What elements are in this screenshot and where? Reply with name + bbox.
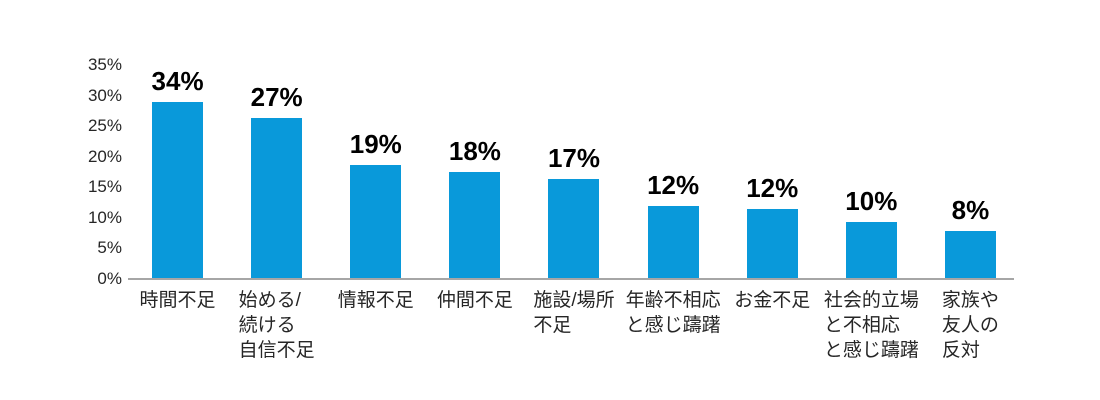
x-axis-category-label: 家族や 友人の 反対 [941, 290, 999, 361]
bar-slot: 8% [921, 65, 1020, 279]
x-axis-category: 社会的立場 と不相応 と感じ躊躇 [822, 288, 921, 363]
x-axis-category-label: 年齢不相応 と感じ躊躇 [625, 290, 721, 336]
bar-value-label: 19% [349, 129, 402, 159]
bar-value-label: 18% [448, 136, 501, 166]
x-axis-labels: 時間不足 始める/続ける 自信不足 情報不足 仲間不足 施設/場所 不足 年齢不相応 と感じ躊躇… [128, 288, 1020, 363]
x-axis-category: 仲間不足 [425, 288, 524, 363]
bar-slot: 12% [723, 65, 822, 279]
x-axis-category: 家族や 友人の 反対 [921, 288, 1020, 363]
y-axis-tick-label: 10% [87, 207, 122, 227]
bar [548, 179, 600, 279]
bar-value-label: 12% [746, 173, 799, 203]
y-axis-tick-label: 5% [97, 238, 122, 258]
x-axis-category-label: お金不足 [734, 290, 811, 311]
bar-value-label: 8% [951, 195, 990, 225]
x-axis-category: 始める/続ける 自信不足 [227, 288, 326, 363]
x-axis-category-label: 始める/続ける 自信不足 [238, 290, 315, 361]
bar [152, 102, 204, 279]
bars-row: 34% 27% 19% 18% 17% 12% 12% 10% 8% [128, 65, 1020, 279]
x-axis-category-label: 時間不足 [139, 290, 216, 311]
x-axis-category-label: 社会的立場 と不相応 と感じ躊躇 [823, 290, 919, 361]
bar-value-label: 17% [547, 143, 601, 173]
bar-slot: 10% [822, 65, 921, 279]
bar [350, 165, 402, 279]
bar [251, 118, 303, 279]
plot-area: 34% 27% 19% 18% 17% 12% 12% 10% 8% [128, 65, 1020, 280]
bar [746, 209, 798, 279]
x-axis-category-label: 施設/場所 不足 [533, 290, 615, 336]
bar-value-label: 10% [845, 186, 898, 216]
x-axis-category: 施設/場所 不足 [524, 288, 623, 363]
x-axis-category: 情報不足 [326, 288, 425, 363]
x-axis-category: 時間不足 [128, 288, 227, 363]
x-axis-category-label: 仲間不足 [436, 290, 513, 311]
y-axis-tick-label: 35% [87, 55, 122, 74]
y-axis-tick-label: 25% [87, 116, 122, 136]
bar [845, 222, 897, 279]
bar-value-label: 34% [151, 66, 204, 96]
bar-slot: 12% [624, 65, 723, 279]
x-axis-line [128, 278, 1014, 280]
bar-value-label: 27% [250, 82, 303, 112]
x-axis-category: 年齢不相応 と感じ躊躇 [624, 288, 723, 363]
x-axis-category-label: 情報不足 [337, 290, 414, 311]
y-axis-tick-label: 30% [87, 85, 122, 105]
bar [647, 206, 699, 279]
y-axis-tick-label: 0% [97, 269, 122, 288]
y-axis-tick-label: 15% [87, 177, 122, 197]
bar-slot: 27% [227, 65, 326, 279]
x-axis-category: お金不足 [723, 288, 822, 363]
bar [944, 231, 996, 279]
bar-value-label: 12% [647, 170, 700, 200]
bar-slot: 17% [524, 65, 623, 279]
bar-slot: 19% [326, 65, 425, 279]
bar-slot: 18% [425, 65, 524, 279]
bar-slot: 34% [128, 65, 227, 279]
y-axis-tick-label: 20% [87, 146, 122, 166]
bar [449, 172, 501, 279]
